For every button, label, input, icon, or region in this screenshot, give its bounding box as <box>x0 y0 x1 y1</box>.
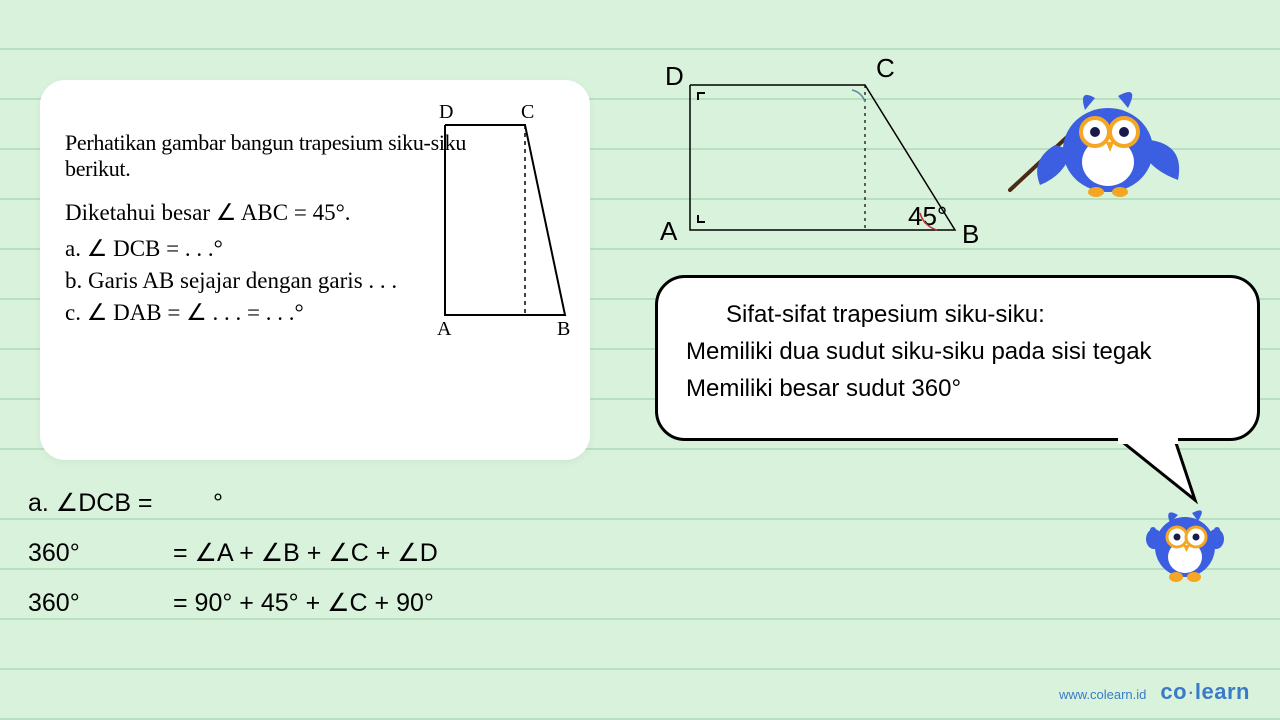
brand-pre: co <box>1160 679 1187 704</box>
brand-post: learn <box>1195 679 1250 704</box>
work-r2-left: 360° <box>28 539 173 568</box>
big-label-D: D <box>665 61 684 91</box>
mini-label-A: A <box>437 318 452 340</box>
big-trapezoid-diagram: 45° D C A B <box>660 55 990 265</box>
bubble-line2: Memiliki besar sudut 360° <box>686 370 1229 407</box>
worked-solution: a. ∠DCB = ° 360° = ∠A + ∠B + ∠C + ∠D 360… <box>28 478 438 628</box>
bubble-title: Sifat-sifat trapesium siku-siku: <box>686 296 1229 333</box>
mascot-thumbsup-icon <box>1140 495 1230 595</box>
mini-label-D: D <box>439 101 453 123</box>
bubble-line1: Memiliki dua sudut siku-siku pada sisi t… <box>686 333 1229 370</box>
properties-speech-bubble: Sifat-sifat trapesium siku-siku: Memilik… <box>655 275 1260 441</box>
work-r3-right: = 90° + 45° + ∠C + 90° <box>173 588 434 618</box>
mini-label-C: C <box>521 101 534 123</box>
work-r1-left: a. ∠DCB = <box>28 488 173 518</box>
question-card: Perhatikan gambar bangun trapesium siku-… <box>40 80 590 460</box>
footer-url: www.colearn.id <box>1059 687 1146 702</box>
footer-brand: co·learn <box>1160 679 1250 705</box>
work-r3-left: 360° <box>28 589 173 618</box>
work-r1-right: ° <box>173 489 223 518</box>
mini-trapezoid-diagram: D C A B <box>435 100 580 340</box>
work-r2-right: = ∠A + ∠B + ∠C + ∠D <box>173 538 438 568</box>
big-label-B: B <box>962 219 979 249</box>
footer: www.colearn.id co·learn <box>1059 679 1250 705</box>
mascot-teacher-icon <box>1000 70 1200 220</box>
question-intro: Perhatikan gambar bangun trapesium siku-… <box>65 130 485 182</box>
big-label-A: A <box>660 216 678 246</box>
mini-label-B: B <box>557 318 570 340</box>
big-label-C: C <box>876 55 895 83</box>
brand-dot: · <box>1187 679 1195 704</box>
angle-45-label: 45° <box>908 201 947 231</box>
